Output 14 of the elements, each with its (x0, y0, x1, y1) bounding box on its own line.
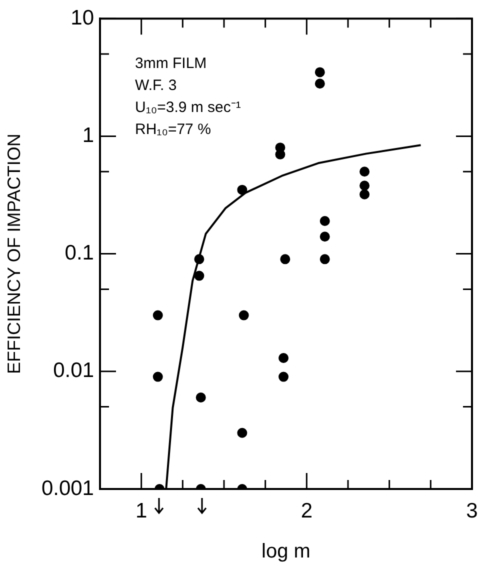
y-tick-label: 0.001 (41, 476, 94, 500)
x-tick-label: 1 (135, 499, 148, 522)
y-tick-label: 10 (70, 6, 94, 30)
y-tick-label: 1 (82, 124, 94, 147)
y-tick-label: 0.1 (64, 242, 94, 265)
x-tick-label: 3 (466, 499, 478, 522)
x-axis-title: log m (262, 540, 310, 563)
x-tick-label: 2 (300, 499, 313, 522)
y-tick-label: 0.01 (53, 359, 94, 382)
annotation: 3mm FILM (135, 55, 207, 72)
annotation: RH₁₀=77 % (135, 121, 211, 138)
annotation: W.F. 3 (135, 77, 177, 94)
annotation: U₁₀=3.9 m sec⁻¹ (135, 99, 241, 116)
y-axis-title: EFFICIENCY OF IMPACTION (4, 134, 24, 374)
